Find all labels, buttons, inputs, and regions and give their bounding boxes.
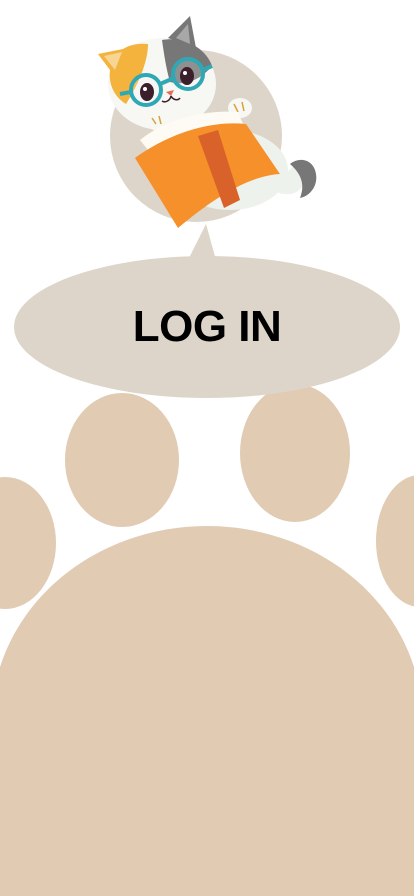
paw-toe-right-inner	[240, 384, 350, 522]
paw-main-pad	[0, 526, 414, 896]
paw-toe-left-inner	[65, 393, 179, 527]
paw-toe-right-outer	[376, 475, 414, 607]
login-button[interactable]: LOG IN	[132, 302, 282, 351]
paw-toe-left-outer	[0, 477, 56, 609]
